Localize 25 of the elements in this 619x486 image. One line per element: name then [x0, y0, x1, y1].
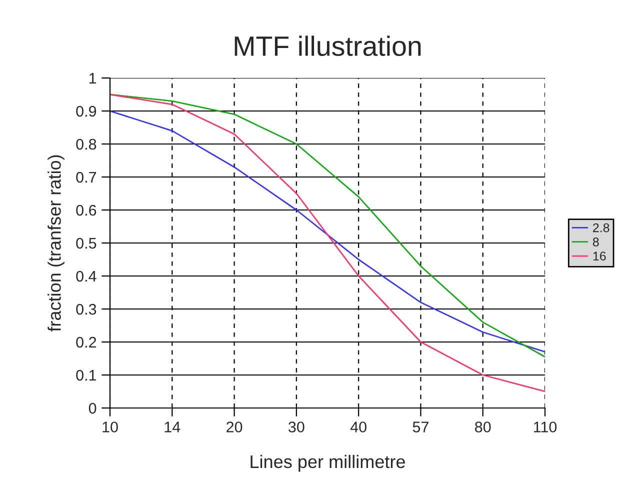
y-tick-label: 0.6 [76, 204, 96, 216]
chart-title: MTF illustration [234, 36, 421, 56]
legend-label: 2.8 [593, 223, 610, 232]
y-axis-title: fraction (tranfser ratio) [48, 155, 64, 332]
y-tick-label: 0.5 [76, 238, 96, 249]
y-tick-label: 0 [88, 402, 96, 414]
x-tick-label: 20 [226, 422, 242, 432]
x-axis-title: Lines per millimetre [250, 454, 405, 472]
y-tick-label: 1 [89, 73, 96, 84]
x-tick-label: 80 [475, 422, 491, 432]
y-tick-label: 0.9 [76, 106, 96, 117]
x-tick-label: 10 [102, 422, 118, 432]
y-tick-label: 0.4 [76, 270, 96, 282]
legend-label: 8 [592, 238, 599, 246]
y-tick-label: 0.1 [76, 370, 96, 381]
x-tick-label: 30 [288, 422, 304, 432]
y-tick-label: 0.2 [76, 336, 96, 348]
x-tick-label: 14 [164, 422, 180, 432]
y-tick-label: 0.8 [76, 138, 96, 150]
y-tick-label: 0.7 [76, 172, 96, 183]
x-tick-label: 110 [534, 422, 557, 432]
x-tick-label: 57 [412, 422, 428, 432]
x-tick-label: 40 [350, 422, 366, 432]
y-tick-label: 0.3 [76, 304, 96, 315]
legend-label: 16 [593, 252, 606, 261]
